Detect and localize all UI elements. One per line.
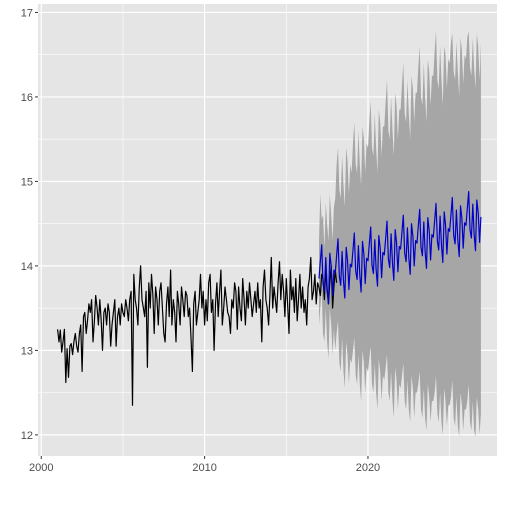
line-layer bbox=[57, 191, 482, 406]
y-tick-label: 12 bbox=[21, 430, 33, 442]
y-tick-label: 15 bbox=[21, 176, 33, 188]
y-tick-label: 17 bbox=[21, 7, 33, 19]
x-axis: 2000 2010 2020 bbox=[29, 456, 380, 474]
interval-layer bbox=[319, 31, 481, 437]
x-tick-label: 2010 bbox=[192, 462, 216, 474]
x-tick-label: 2020 bbox=[356, 462, 380, 474]
y-tick-label: 13 bbox=[21, 345, 33, 357]
forecast-series-line bbox=[318, 191, 482, 305]
history-series-line bbox=[57, 256, 338, 406]
y-axis: 12 13 14 15 16 17 bbox=[21, 7, 38, 442]
y-tick-label: 14 bbox=[21, 261, 33, 273]
y-tick-label: 16 bbox=[21, 92, 33, 104]
prediction-interval-band bbox=[319, 31, 481, 437]
x-tick-label: 2000 bbox=[29, 462, 53, 474]
